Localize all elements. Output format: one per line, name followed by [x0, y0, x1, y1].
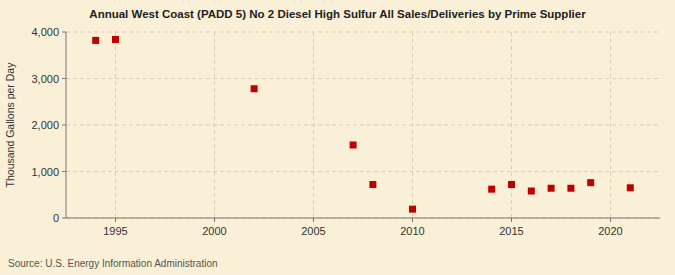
tick — [313, 218, 314, 222]
chart: 0 1,000 2,000 3,000 4,000 1995 2000 2005 2010 201… — [0, 0, 675, 275]
x-axis-line — [66, 218, 660, 219]
tick-label: 2,000 — [31, 119, 59, 131]
tick — [62, 78, 66, 79]
point — [112, 36, 119, 43]
grid-line — [313, 32, 314, 218]
grid-line — [66, 125, 660, 126]
grid-line — [66, 78, 660, 79]
tick-label: 2000 — [202, 225, 226, 237]
tick — [412, 218, 413, 222]
tick-label: 4,000 — [31, 26, 59, 38]
grid-line — [511, 32, 512, 218]
point — [627, 184, 634, 191]
point — [528, 188, 535, 195]
point — [369, 181, 376, 188]
tick-label: 2010 — [400, 225, 424, 237]
tick-label: 3,000 — [31, 73, 59, 85]
background — [0, 0, 675, 275]
tick — [610, 218, 611, 222]
point — [92, 37, 99, 44]
y-axis-label: Thousand Gallons per Day — [4, 62, 16, 188]
grid — [66, 32, 660, 218]
tick — [62, 218, 66, 219]
tick — [115, 218, 116, 222]
source-note: Source: U.S. Energy Information Administ… — [8, 258, 218, 269]
grid-line — [412, 32, 413, 218]
tick-label: 2015 — [499, 225, 523, 237]
grid-line — [66, 32, 660, 33]
grid-line — [66, 218, 660, 219]
tick — [62, 32, 66, 33]
point — [350, 141, 357, 148]
title: Annual West Coast (PADD 5) No 2 Diesel H… — [89, 8, 586, 20]
tick-label: 1,000 — [31, 166, 59, 178]
grid-line — [115, 32, 116, 218]
tick-label: 0 — [53, 212, 59, 224]
axes: 0 1,000 2,000 3,000 4,000 1995 2000 2005 2010 201… — [31, 26, 660, 237]
tick — [62, 171, 66, 172]
point — [548, 185, 555, 192]
tick-label: 2020 — [598, 225, 622, 237]
tick — [214, 218, 215, 222]
point — [508, 181, 515, 188]
grid-line — [66, 171, 660, 172]
point — [409, 206, 416, 213]
point — [567, 185, 574, 192]
grid-line — [610, 32, 611, 218]
tick — [62, 125, 66, 126]
y-axis-line — [66, 32, 67, 218]
grid-line — [214, 32, 215, 218]
point — [251, 85, 258, 92]
point — [488, 186, 495, 193]
tick-label: 2005 — [301, 225, 325, 237]
tick-label: 1995 — [103, 225, 127, 237]
point — [587, 179, 594, 186]
tick — [511, 218, 512, 222]
points — [92, 36, 634, 213]
